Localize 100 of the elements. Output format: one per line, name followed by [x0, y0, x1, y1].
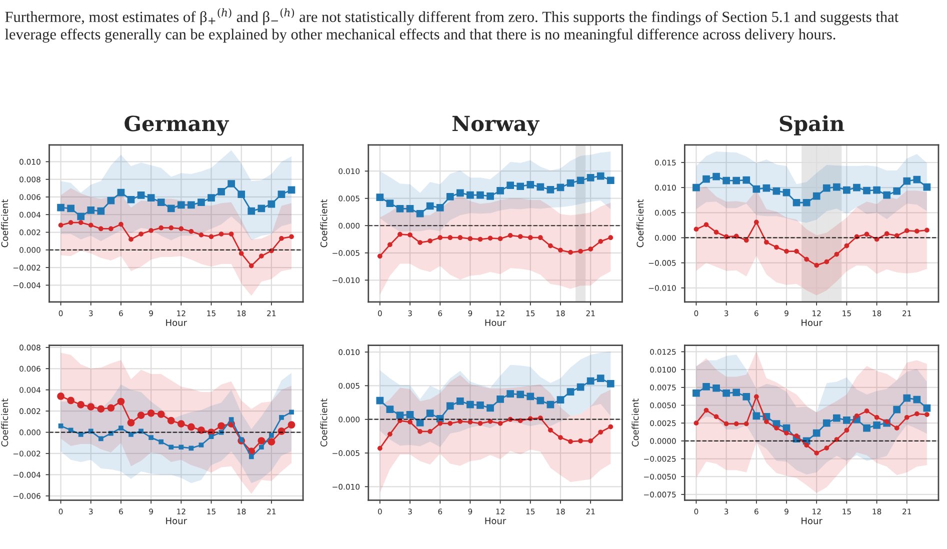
point — [566, 179, 574, 187]
point — [586, 174, 594, 182]
point — [714, 414, 719, 420]
point — [913, 396, 921, 404]
point — [923, 183, 931, 191]
point — [526, 392, 534, 400]
point — [88, 222, 94, 228]
point — [468, 236, 473, 242]
point — [536, 396, 544, 404]
point — [67, 396, 74, 404]
point — [148, 228, 154, 233]
point — [873, 186, 880, 194]
point — [822, 184, 830, 192]
point — [894, 426, 900, 431]
point — [794, 248, 799, 254]
point — [218, 232, 224, 236]
point — [486, 192, 494, 200]
point — [289, 234, 294, 240]
point — [158, 439, 164, 444]
point — [258, 204, 266, 212]
point — [804, 442, 809, 448]
point — [784, 248, 789, 254]
point — [546, 186, 554, 194]
point — [279, 414, 284, 420]
point — [714, 230, 719, 235]
point — [137, 412, 145, 419]
point — [376, 396, 384, 404]
point — [268, 200, 276, 208]
point — [924, 228, 930, 233]
y-axis-title: Coefficient — [1, 199, 8, 248]
point — [556, 396, 564, 404]
point — [538, 235, 543, 240]
point — [792, 198, 800, 206]
point — [188, 228, 194, 234]
point — [258, 437, 266, 444]
point — [578, 248, 583, 254]
point — [903, 394, 911, 402]
point — [158, 225, 164, 230]
point — [118, 222, 124, 227]
point — [596, 374, 604, 382]
point — [198, 442, 204, 448]
point — [588, 246, 594, 252]
point — [704, 408, 709, 413]
point — [764, 240, 769, 245]
point — [377, 254, 382, 259]
point — [692, 389, 700, 397]
point — [377, 446, 382, 451]
point — [606, 176, 614, 184]
point — [67, 204, 74, 212]
point — [218, 188, 225, 196]
point — [87, 206, 95, 214]
point — [418, 240, 422, 245]
point — [97, 207, 105, 215]
point — [238, 190, 246, 198]
point — [248, 263, 254, 268]
point — [794, 434, 799, 438]
point — [772, 187, 780, 195]
point — [702, 383, 710, 390]
point — [248, 454, 254, 460]
point — [118, 426, 124, 430]
point — [508, 233, 513, 238]
point — [568, 439, 573, 444]
point — [466, 400, 474, 408]
point — [396, 412, 404, 420]
x-axis-title: Hour — [485, 518, 506, 524]
y-axis-title: Coefficient — [320, 199, 328, 248]
point — [148, 435, 154, 440]
point — [476, 402, 484, 409]
point — [258, 254, 264, 259]
point — [406, 410, 414, 418]
point — [288, 421, 296, 429]
point — [228, 417, 234, 422]
point — [138, 232, 144, 236]
point — [87, 403, 95, 411]
point — [289, 410, 294, 415]
point — [924, 412, 930, 417]
point — [784, 430, 789, 436]
x-axis-title: Hour — [485, 319, 506, 326]
point — [556, 184, 564, 192]
point — [843, 186, 850, 194]
point — [137, 192, 145, 199]
point — [388, 242, 392, 248]
point — [428, 238, 433, 244]
point — [127, 196, 135, 204]
point — [904, 228, 910, 234]
point — [147, 194, 155, 202]
chart-title: Germany — [124, 116, 230, 136]
point — [188, 446, 194, 451]
point — [694, 226, 699, 232]
point — [177, 420, 185, 428]
point — [814, 262, 820, 268]
point — [278, 190, 286, 198]
point — [248, 207, 256, 215]
point — [396, 205, 404, 212]
point — [742, 393, 750, 400]
point — [812, 192, 820, 200]
point — [468, 420, 473, 424]
point — [692, 184, 700, 192]
point — [448, 420, 453, 426]
point — [558, 248, 563, 253]
